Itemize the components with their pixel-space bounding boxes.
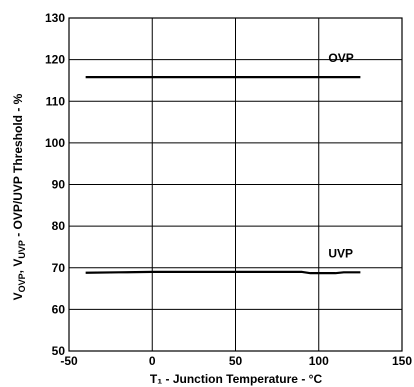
uvp-series-label: UVP bbox=[328, 246, 353, 260]
y-axis-title-v1: V bbox=[11, 292, 25, 300]
y-tick-label: 50 bbox=[52, 344, 66, 358]
series-label-layer: OVP UVP bbox=[328, 51, 353, 260]
tick-label-layer: -50 0 50 100 150 50 60 70 80 90 100 110 120 130 bbox=[45, 11, 412, 368]
y-tick-label: 130 bbox=[45, 11, 65, 25]
plot-frame bbox=[68, 17, 403, 352]
y-tick-label: 120 bbox=[45, 53, 65, 67]
y-tick-label: 60 bbox=[52, 302, 66, 316]
y-tick-label: 110 bbox=[46, 94, 66, 108]
y-axis-title-v2-sub: UVP bbox=[17, 240, 27, 259]
uvp-series-line bbox=[85, 270, 361, 275]
y-tick-label: 100 bbox=[45, 136, 65, 150]
y-tick-label: 90 bbox=[52, 178, 66, 192]
x-tick-label: 0 bbox=[149, 354, 156, 368]
plot-frame-layer bbox=[68, 17, 403, 352]
y-axis-title-rest: - OVP/UVP Threshold - % bbox=[11, 93, 25, 240]
series-layer bbox=[85, 76, 361, 275]
grid-layer bbox=[69, 18, 402, 351]
y-axis-title-v1-sub: OVP bbox=[17, 273, 27, 292]
x-tick-label: 150 bbox=[392, 354, 412, 368]
ovp-series-label: OVP bbox=[328, 51, 353, 65]
x-axis-title: T₁ - Junction Temperature - °C bbox=[150, 372, 323, 386]
y-axis-title-sep: , V bbox=[11, 259, 25, 274]
y-tick-label: 80 bbox=[52, 219, 66, 233]
x-tick-label: 100 bbox=[309, 354, 329, 368]
x-tick-label: -50 bbox=[60, 354, 78, 368]
y-tick-label: 70 bbox=[52, 261, 66, 275]
y-axis-title: VOVP, VUVP - OVP/UVP Threshold - % bbox=[11, 93, 27, 300]
x-tick-label: 50 bbox=[229, 354, 243, 368]
